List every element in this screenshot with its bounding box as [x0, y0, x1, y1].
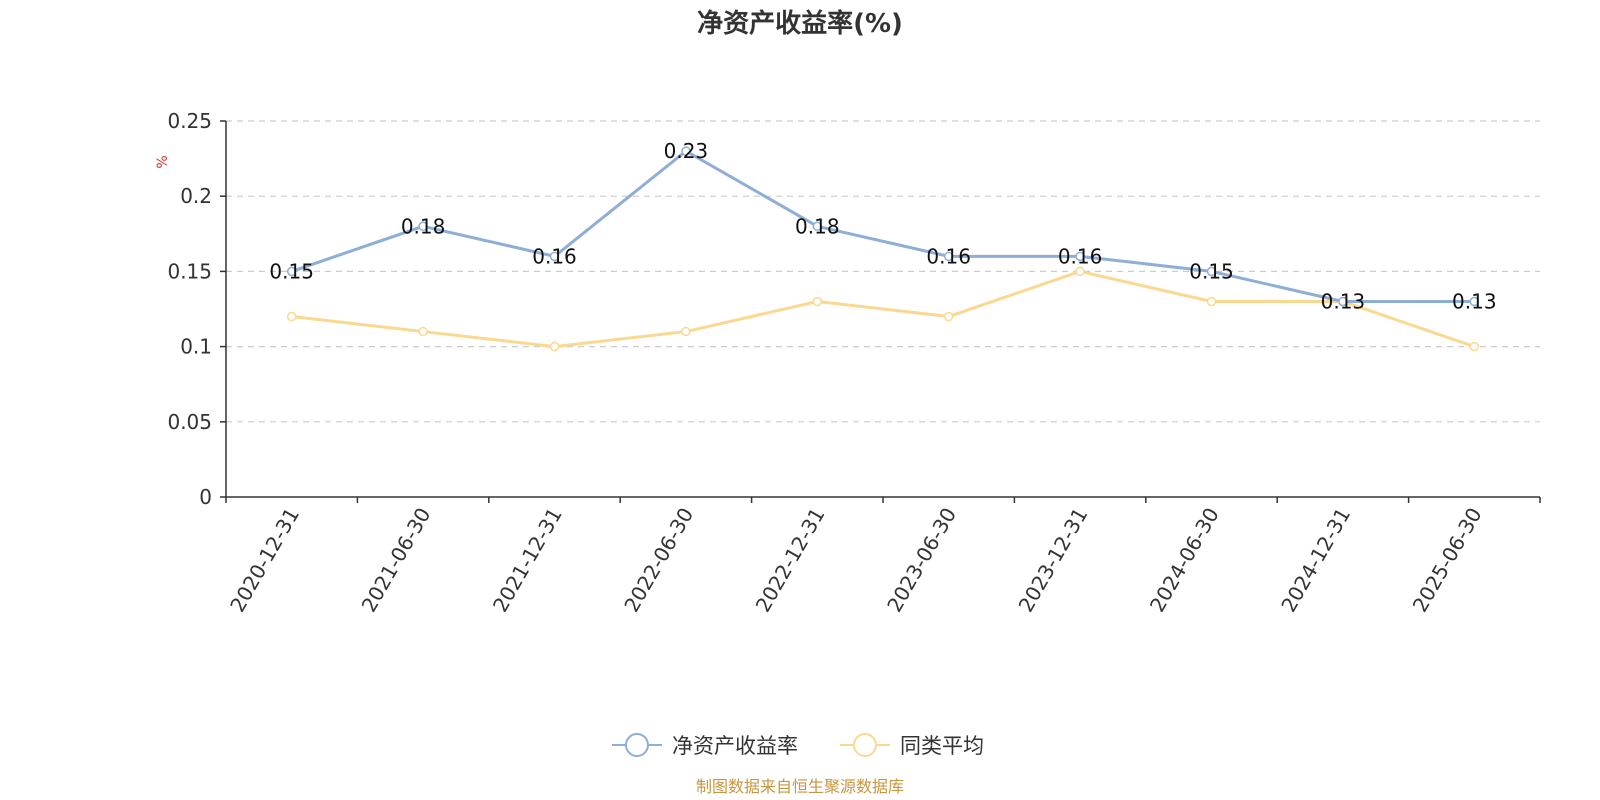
x-tick-label: 2025-06-30 — [1408, 504, 1487, 617]
legend-marker — [853, 733, 877, 757]
data-point[interactable] — [286, 266, 297, 277]
legend-label: 净资产收益率 — [672, 734, 798, 758]
series-line-1 — [291, 269, 1475, 349]
data-point[interactable] — [549, 251, 560, 262]
data-point[interactable] — [549, 341, 560, 352]
series-line-0 — [291, 149, 1475, 303]
data-label: 0.16 — [1058, 244, 1103, 268]
data-label: 0.13 — [1452, 289, 1497, 313]
legend-item-0[interactable]: 净资产收益率 — [612, 733, 798, 758]
data-point[interactable] — [286, 311, 297, 322]
y-tick-label: 0.05 — [167, 410, 212, 434]
y-tick-label: 0.15 — [167, 259, 212, 283]
data-point[interactable] — [943, 251, 954, 262]
x-tick-label: 2021-06-30 — [357, 503, 436, 616]
data-point[interactable] — [1469, 296, 1480, 307]
data-point[interactable] — [1206, 266, 1217, 277]
data-label: 0.16 — [532, 244, 577, 268]
data-point[interactable] — [1075, 251, 1085, 262]
data-label: 0.15 — [1189, 259, 1234, 283]
axes — [220, 120, 1541, 503]
chart-title: 净资产收益率(%) — [697, 8, 903, 39]
y-tick-label: 0 — [199, 485, 212, 509]
data-point[interactable] — [1075, 266, 1085, 277]
data-point[interactable] — [1469, 341, 1480, 352]
grid-lines — [226, 120, 1540, 423]
x-tick-label: 2024-12-31 — [1276, 504, 1355, 617]
y-tick-label: 0.25 — [167, 109, 212, 133]
y-tick-labels: 0 0.05 0.1 0.15 0.2 0.25 — [167, 109, 212, 509]
x-tick-label: 2022-12-31 — [751, 504, 830, 617]
x-tick-labels: 2020-12-31 2021-06-30 2021-12-31 2022-06-30… — [225, 503, 1487, 616]
data-point[interactable] — [681, 326, 691, 337]
legend[interactable]: 净资产收益率 同类平均 — [612, 733, 984, 758]
series-lines — [286, 146, 1480, 352]
y-axis-unit-label: % — [155, 155, 171, 168]
data-source-note: 制图数据来自恒生聚源数据库 — [696, 777, 904, 796]
x-tick-label: 2022-06-30 — [619, 504, 698, 617]
data-point[interactable] — [418, 326, 428, 337]
x-tick-label: 2021-12-31 — [488, 504, 567, 617]
data-point[interactable] — [418, 221, 428, 232]
y-tick-label: 0.2 — [180, 184, 212, 208]
data-label: 0.18 — [795, 214, 840, 238]
legend-item-1[interactable]: 同类平均 — [840, 733, 984, 758]
data-label: 0.23 — [664, 139, 709, 163]
x-tick-label: 2024-06-30 — [1145, 504, 1224, 617]
data-label: 0.16 — [926, 244, 971, 268]
data-point[interactable] — [1206, 296, 1217, 307]
data-label: 0.15 — [269, 259, 314, 283]
legend-label: 同类平均 — [900, 734, 984, 758]
data-label: 0.13 — [1321, 289, 1366, 313]
x-tick-label: 2020-12-31 — [225, 504, 304, 617]
x-tick-label: 2023-06-30 — [882, 503, 961, 616]
data-labels: 0.15 0.18 0.16 0.23 0.18 0.16 0.16 0.15 0.13 0.13 — [269, 139, 1496, 313]
x-tick-label: 2023-12-31 — [1014, 504, 1093, 617]
data-label: 0.18 — [401, 214, 446, 238]
data-point[interactable] — [812, 296, 823, 307]
data-point[interactable] — [1338, 296, 1348, 307]
data-point[interactable] — [681, 146, 691, 156]
y-tick-label: 0.1 — [180, 335, 212, 359]
data-point[interactable] — [943, 311, 954, 322]
legend-marker — [625, 733, 649, 757]
data-point[interactable] — [812, 221, 823, 232]
